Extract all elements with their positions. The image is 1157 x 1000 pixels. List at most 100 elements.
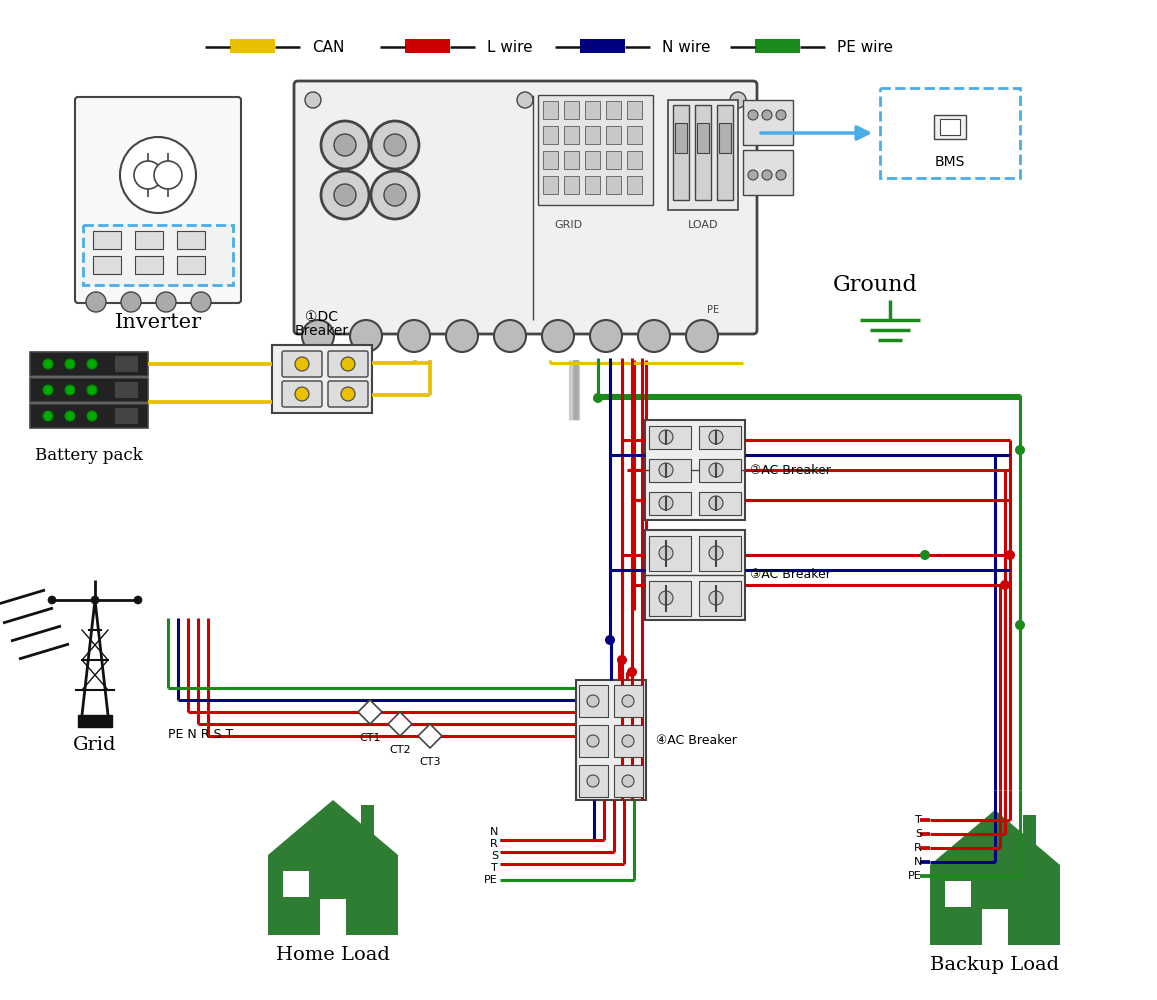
Circle shape (1005, 550, 1015, 560)
Text: Breaker: Breaker (295, 324, 349, 338)
Bar (543, 176, 558, 194)
Circle shape (87, 411, 97, 421)
Bar (563, 126, 578, 144)
Circle shape (134, 596, 142, 604)
Bar (115, 356, 137, 371)
Text: LOAD: LOAD (687, 220, 718, 230)
FancyBboxPatch shape (75, 97, 241, 303)
Bar (649, 459, 691, 482)
Circle shape (65, 411, 75, 421)
Circle shape (295, 387, 309, 401)
Text: PE wire: PE wire (837, 39, 893, 54)
Circle shape (47, 596, 56, 604)
Polygon shape (930, 810, 1060, 865)
Text: ④AC Breaker: ④AC Breaker (656, 734, 737, 746)
Bar (580, 39, 625, 53)
Circle shape (341, 357, 355, 371)
Text: ②AC Breaker: ②AC Breaker (750, 464, 831, 477)
Bar (982, 909, 1008, 945)
Circle shape (776, 110, 786, 120)
Text: Inverter: Inverter (115, 312, 201, 332)
Text: ①DC: ①DC (305, 310, 339, 324)
Circle shape (659, 430, 673, 444)
Circle shape (86, 292, 106, 312)
Bar (585, 151, 600, 169)
FancyBboxPatch shape (282, 381, 322, 407)
Polygon shape (418, 724, 442, 748)
Bar (78, 715, 112, 727)
Circle shape (305, 92, 320, 108)
Polygon shape (358, 700, 382, 724)
Bar (649, 536, 691, 571)
Circle shape (1000, 580, 1010, 590)
Bar (614, 725, 643, 757)
Circle shape (587, 735, 599, 747)
Bar (627, 151, 642, 169)
Circle shape (87, 385, 97, 395)
Bar (697, 123, 709, 153)
Text: CT1: CT1 (360, 733, 381, 743)
Text: N: N (489, 827, 498, 837)
Circle shape (295, 357, 309, 371)
Circle shape (517, 92, 533, 108)
Circle shape (371, 121, 419, 169)
Bar (644, 420, 745, 520)
Circle shape (341, 387, 355, 401)
Bar (93, 256, 121, 274)
Circle shape (384, 184, 406, 206)
Text: Backup Load: Backup Load (930, 956, 1060, 974)
Bar (699, 492, 740, 515)
Bar (673, 105, 690, 200)
Text: L wire: L wire (487, 39, 532, 54)
Bar (699, 581, 740, 616)
Bar (361, 805, 374, 845)
Text: R: R (914, 843, 922, 853)
Bar (30, 352, 148, 376)
Circle shape (587, 775, 599, 787)
Text: T: T (915, 815, 922, 825)
Circle shape (709, 591, 723, 605)
Bar (283, 871, 309, 897)
Circle shape (762, 110, 772, 120)
Circle shape (594, 393, 603, 403)
Bar (563, 101, 578, 119)
Text: CAN: CAN (312, 39, 345, 54)
Circle shape (494, 320, 526, 352)
Bar (627, 176, 642, 194)
Circle shape (334, 184, 356, 206)
Bar (272, 345, 373, 413)
Bar (614, 765, 643, 797)
Circle shape (371, 171, 419, 219)
Circle shape (622, 695, 634, 707)
Text: CT3: CT3 (419, 757, 441, 767)
FancyBboxPatch shape (327, 381, 368, 407)
Circle shape (320, 121, 369, 169)
Bar (627, 101, 642, 119)
Circle shape (776, 170, 786, 180)
Bar (578, 685, 607, 717)
Bar (585, 101, 600, 119)
Bar (578, 765, 607, 797)
Bar (405, 39, 450, 53)
Bar (83, 225, 233, 285)
FancyBboxPatch shape (294, 81, 757, 334)
Bar (563, 176, 578, 194)
Circle shape (686, 320, 718, 352)
Circle shape (659, 546, 673, 560)
Bar (563, 151, 578, 169)
Circle shape (762, 170, 772, 180)
Circle shape (154, 161, 182, 189)
FancyBboxPatch shape (282, 351, 322, 377)
Bar (230, 39, 275, 53)
Text: S: S (491, 851, 498, 861)
Bar (743, 150, 793, 195)
Circle shape (747, 110, 758, 120)
Circle shape (43, 359, 53, 369)
Circle shape (627, 667, 638, 677)
Circle shape (1015, 620, 1025, 630)
Bar (543, 151, 558, 169)
Bar (695, 105, 712, 200)
Circle shape (659, 496, 673, 510)
Circle shape (605, 635, 616, 645)
Circle shape (65, 385, 75, 395)
